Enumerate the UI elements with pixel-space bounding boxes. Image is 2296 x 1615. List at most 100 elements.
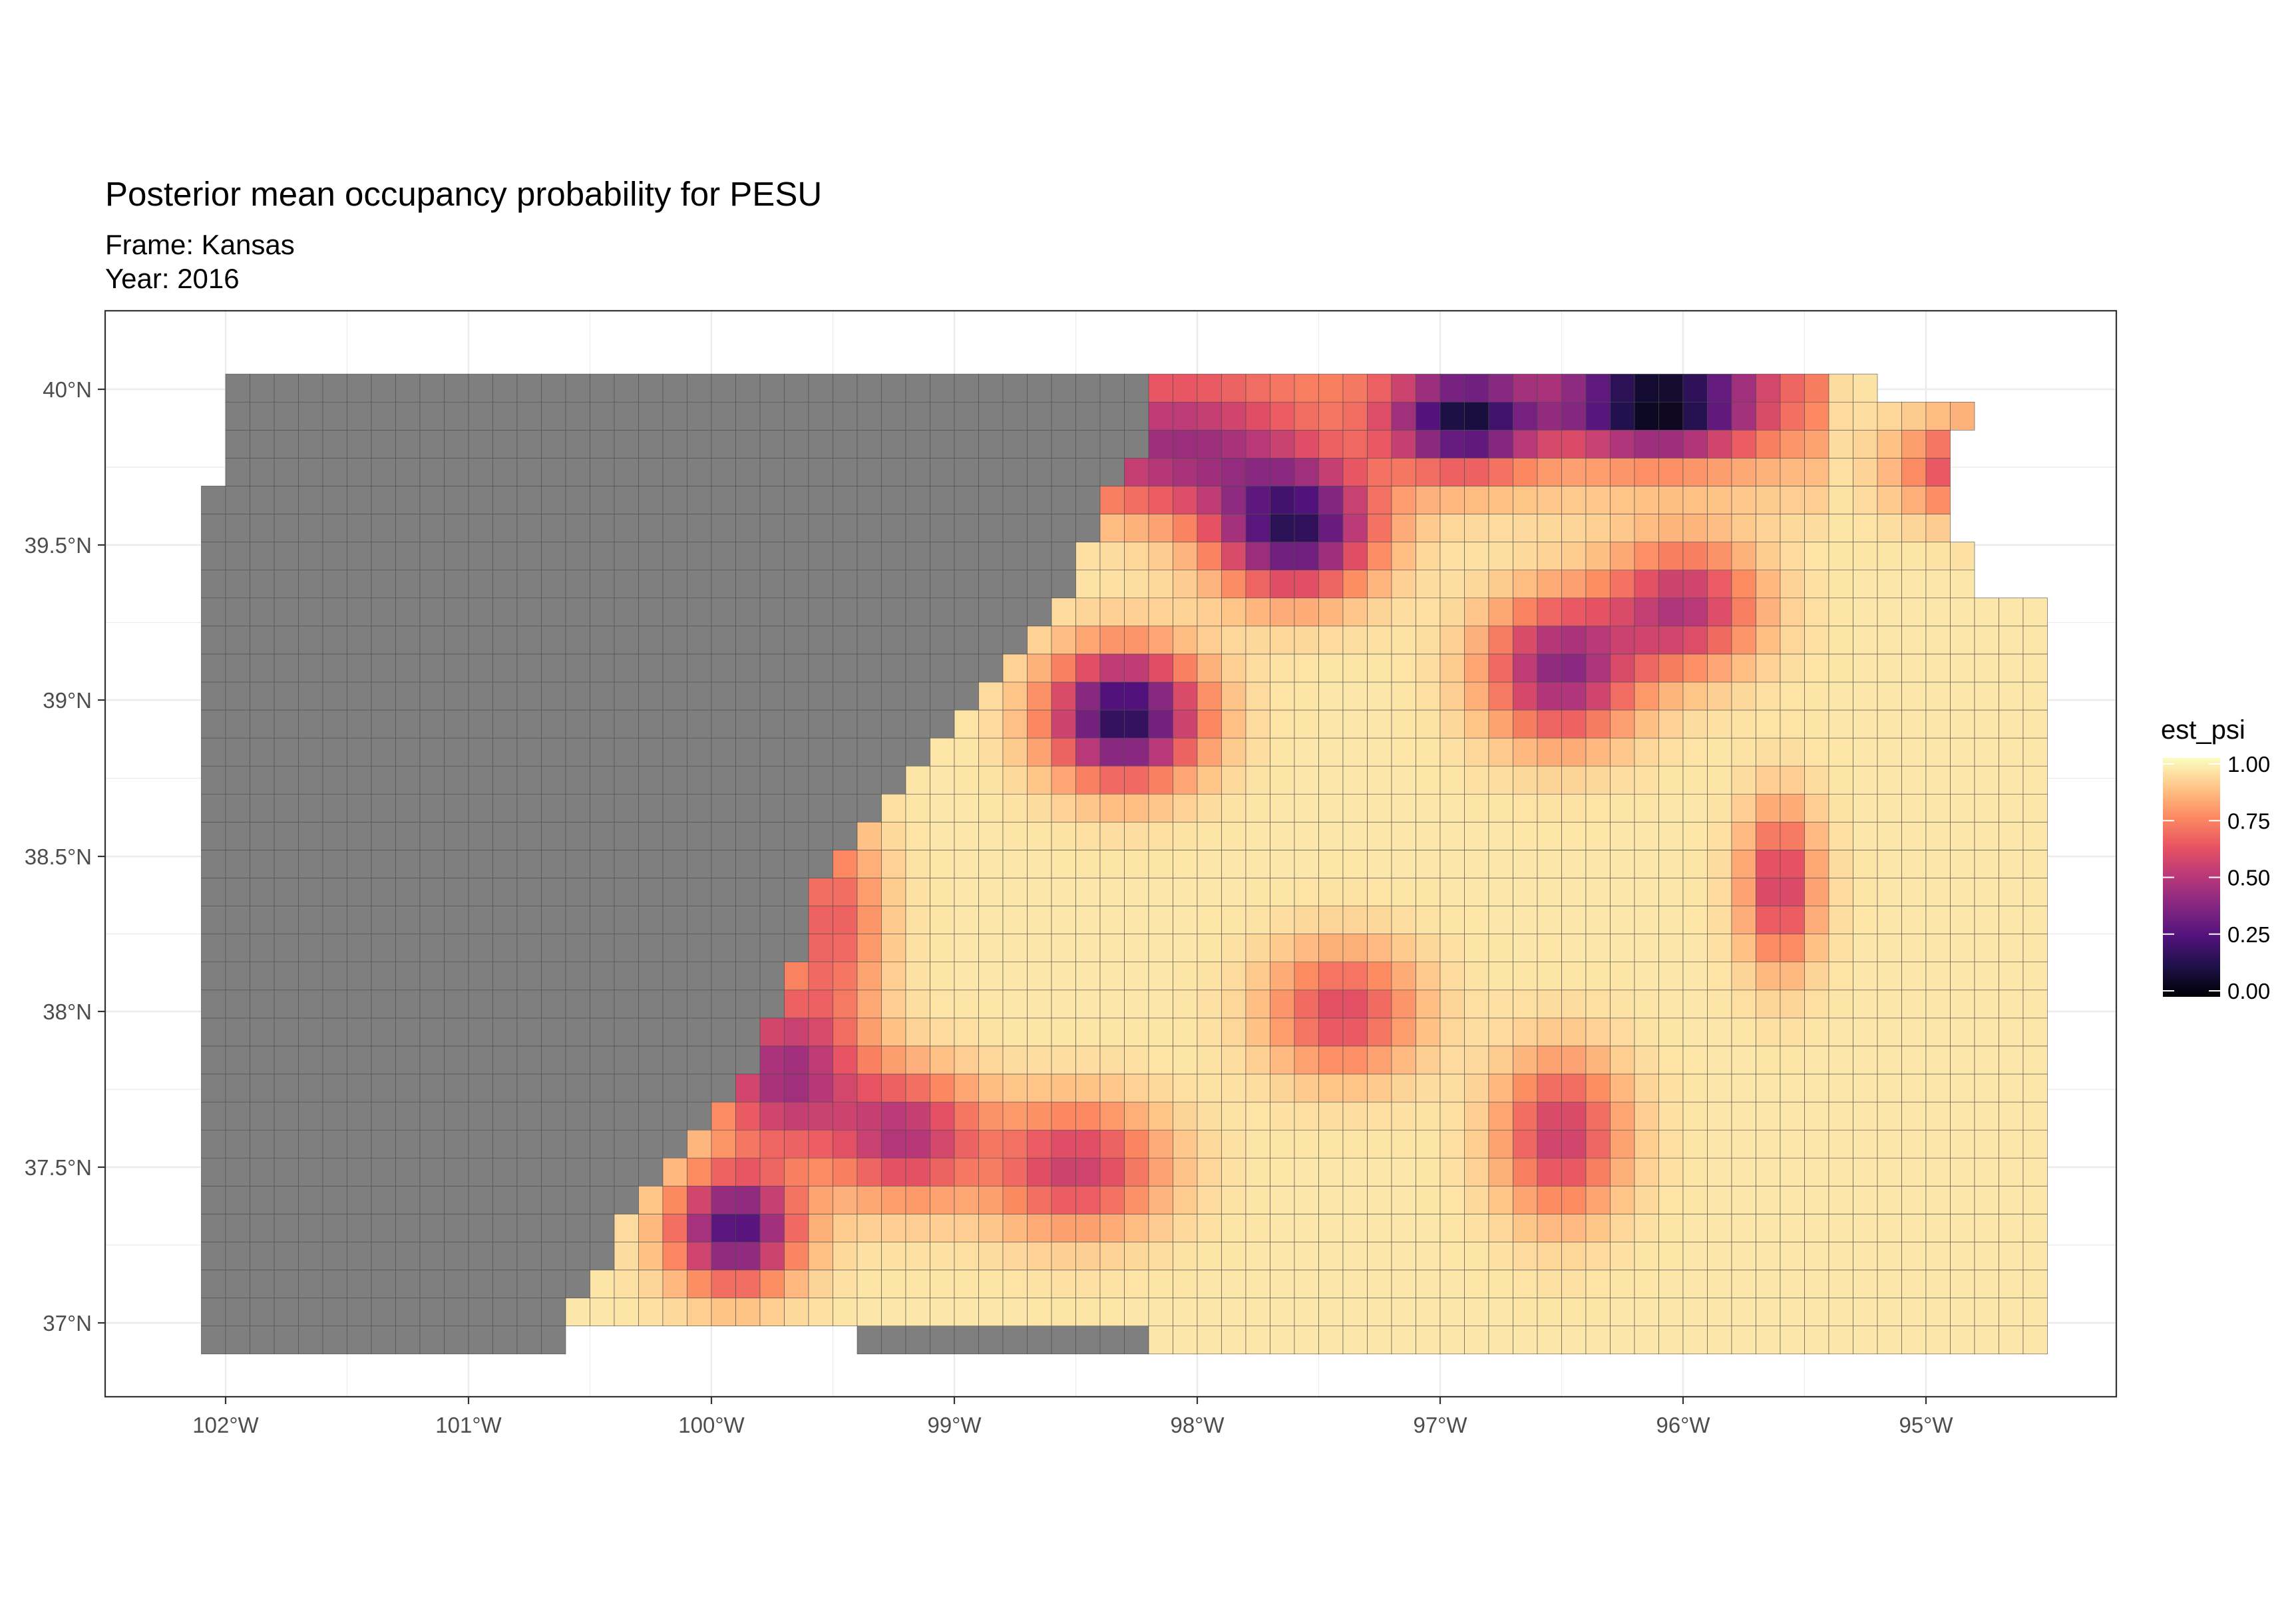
- grid-cell: [492, 737, 518, 767]
- grid-cell: [225, 709, 250, 739]
- grid-cell: [1877, 1129, 1902, 1159]
- grid-cell: [1780, 486, 1805, 514]
- grid-cell: [201, 737, 226, 767]
- grid-cell: [1439, 1186, 1465, 1214]
- legend: est_psi 1.000.750.500.250.00: [2161, 715, 2270, 1003]
- grid-cell: [1707, 1326, 1732, 1355]
- grid-cell: [1367, 1214, 1392, 1242]
- grid-cell: [1245, 1157, 1270, 1186]
- grid-cell: [1999, 681, 2024, 711]
- grid-cell: [1342, 373, 1368, 403]
- grid-cell: [1027, 457, 1052, 486]
- grid-cell: [1756, 878, 1781, 906]
- grid-cell: [1148, 906, 1173, 934]
- grid-cell: [347, 429, 372, 458]
- grid-cell: [978, 709, 1004, 739]
- grid-cell: [1464, 1073, 1489, 1103]
- grid-cell: [1950, 822, 1975, 850]
- grid-cell: [662, 486, 687, 514]
- grid-cell: [930, 1326, 955, 1355]
- grid-cell: [735, 793, 761, 822]
- grid-cell: [2022, 878, 2048, 906]
- grid-cell: [1124, 1270, 1149, 1298]
- grid-cell: [1221, 1017, 1246, 1047]
- grid-cell: [1756, 934, 1781, 962]
- grid-cell: [1513, 542, 1538, 570]
- grid-cell: [1075, 1101, 1101, 1131]
- grid-cell: [833, 962, 858, 991]
- grid-cell: [1999, 1157, 2024, 1186]
- grid-cell: [322, 486, 347, 514]
- grid-cell: [1221, 962, 1246, 991]
- grid-cell: [1925, 401, 1951, 431]
- grid-cell: [1002, 1073, 1028, 1103]
- grid-cell: [322, 626, 347, 655]
- grid-cell: [857, 934, 882, 962]
- grid-cell: [1877, 1017, 1902, 1047]
- grid-cell: [371, 906, 396, 934]
- grid-cell: [1901, 1270, 1927, 1298]
- grid-cell: [250, 457, 275, 486]
- grid-cell: [1925, 934, 1951, 962]
- grid-cell: [1682, 1129, 1708, 1159]
- grid-cell: [298, 570, 323, 598]
- grid-cell: [1925, 737, 1951, 767]
- grid-cell: [1658, 1242, 1684, 1270]
- grid-cell: [1877, 598, 1902, 627]
- grid-cell: [784, 962, 809, 991]
- grid-cell: [784, 542, 809, 570]
- grid-cell: [1439, 934, 1465, 962]
- grid-cell: [1707, 1045, 1732, 1075]
- grid-cell: [1148, 1326, 1173, 1355]
- grid-cell: [1318, 737, 1344, 767]
- grid-cell: [1439, 1129, 1465, 1159]
- grid-cell: [881, 1326, 906, 1355]
- grid-cell: [1416, 934, 1441, 962]
- grid-cell: [1342, 486, 1368, 514]
- grid-cell: [250, 1242, 275, 1270]
- grid-cell: [1950, 1242, 1975, 1270]
- grid-cell: [565, 1214, 590, 1242]
- grid-cell: [298, 906, 323, 934]
- grid-cell: [1853, 626, 1878, 655]
- grid-cell: [1682, 878, 1708, 906]
- grid-cell: [954, 429, 979, 458]
- grid-cell: [298, 653, 323, 683]
- grid-cell: [1877, 1045, 1902, 1075]
- grid-cell: [347, 598, 372, 627]
- grid-cell: [1634, 570, 1659, 598]
- grid-cell: [1682, 1017, 1708, 1047]
- grid-cell: [492, 793, 518, 822]
- grid-cell: [541, 934, 566, 962]
- grid-cell: [1342, 653, 1368, 683]
- grid-cell: [954, 401, 979, 431]
- grid-cell: [1877, 1186, 1902, 1214]
- grid-cell: [1780, 514, 1805, 542]
- grid-cell: [735, 878, 761, 906]
- grid-cell: [444, 793, 469, 822]
- grid-cell: [1439, 1157, 1465, 1186]
- grid-cell: [1780, 737, 1805, 767]
- grid-cell: [1804, 542, 1829, 570]
- grid-cell: [565, 653, 590, 683]
- grid-cell: [1585, 486, 1611, 514]
- grid-cell: [322, 934, 347, 962]
- grid-cell: [1075, 570, 1101, 598]
- grid-cell: [711, 373, 736, 403]
- grid-cell: [735, 1045, 761, 1075]
- grid-cell: [1731, 542, 1756, 570]
- grid-cell: [1099, 486, 1125, 514]
- grid-cell: [638, 709, 664, 739]
- grid-cell: [1634, 765, 1659, 795]
- grid-cell: [1027, 653, 1052, 683]
- grid-cell: [1148, 570, 1173, 598]
- grid-cell: [1925, 1101, 1951, 1131]
- grid-cell: [1488, 1101, 1513, 1131]
- grid-cell: [1173, 570, 1198, 598]
- grid-cell: [759, 1298, 785, 1326]
- grid-cell: [347, 1242, 372, 1270]
- grid-cell: [759, 598, 785, 627]
- grid-cell: [1513, 822, 1538, 850]
- grid-cell: [1294, 598, 1319, 627]
- grid-cell: [1002, 737, 1028, 767]
